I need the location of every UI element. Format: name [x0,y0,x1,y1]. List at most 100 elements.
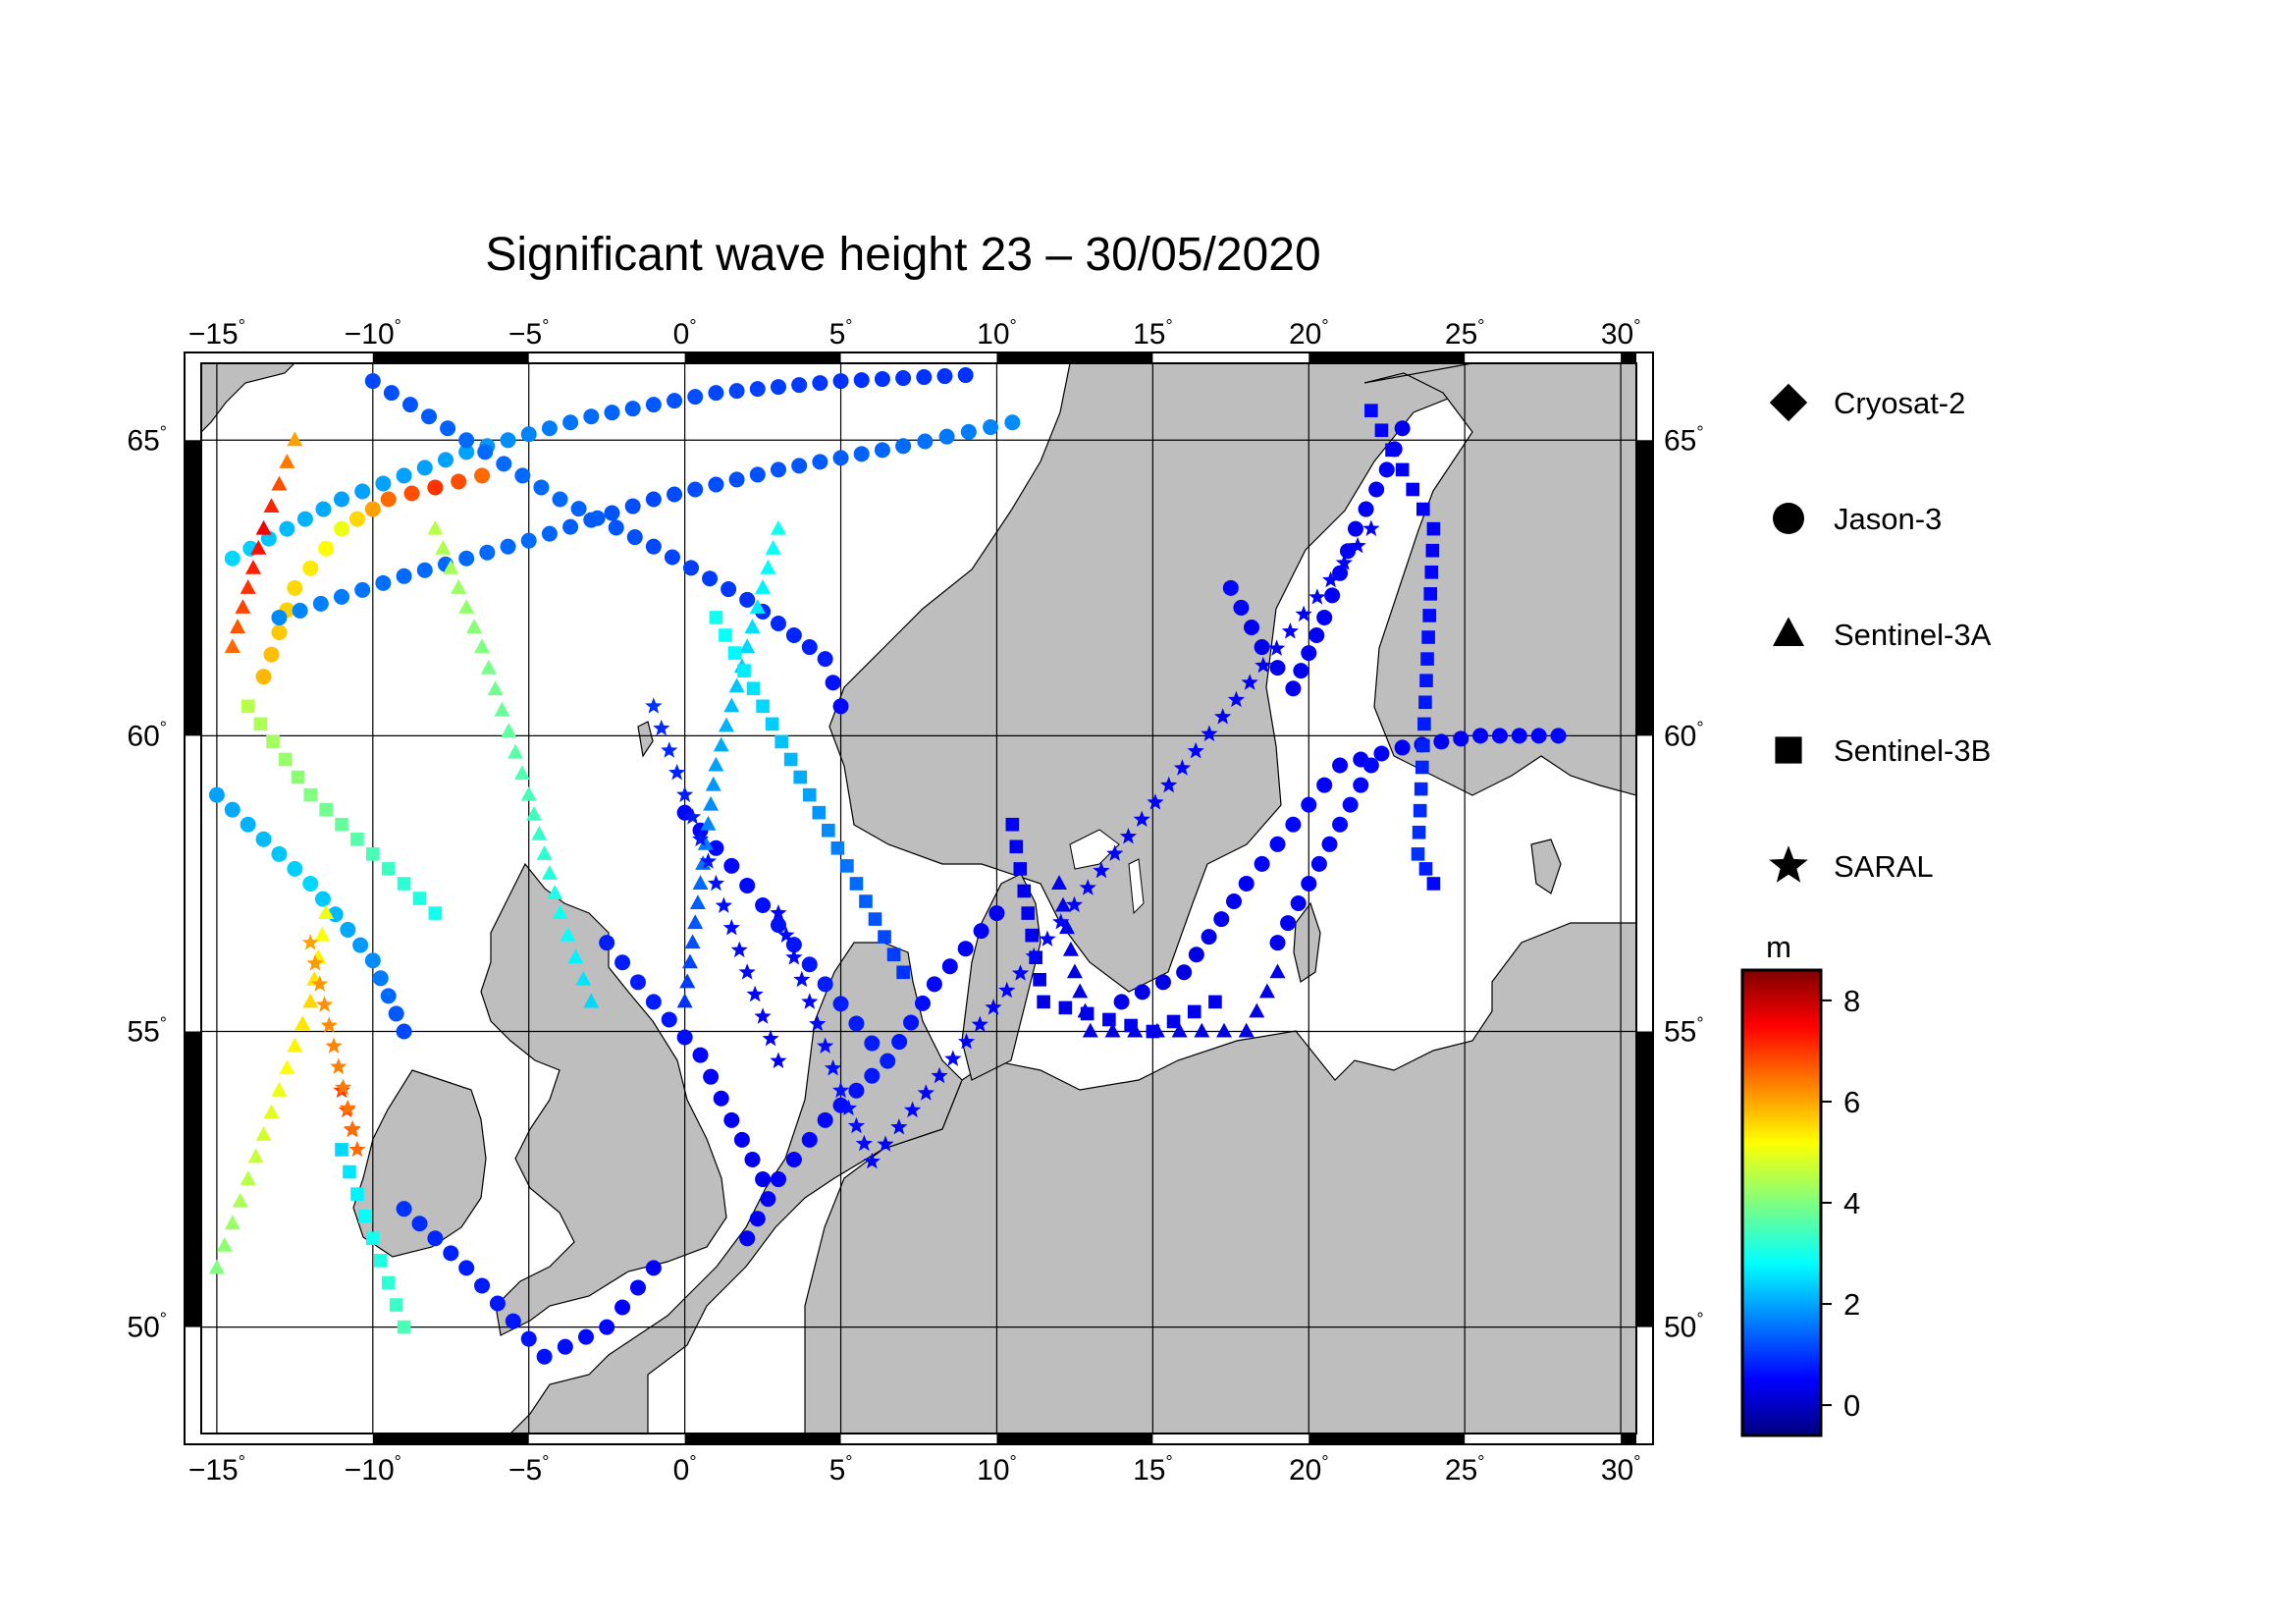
track-point [832,373,849,390]
track-point [903,1101,922,1118]
track-point [723,1111,740,1128]
track-point [1335,554,1353,570]
degree-mark: ° [1696,1310,1703,1329]
frame-band [684,1434,841,1444]
track-point [352,937,369,953]
track-point [653,719,670,736]
track-point [364,501,381,517]
track-point [1281,622,1299,639]
track-point [1065,895,1084,913]
track-point [801,639,818,656]
track-point [737,664,751,677]
track-point [458,1260,475,1276]
frame-band [1308,1434,1466,1444]
track-point [728,677,745,693]
track-point [1316,609,1333,625]
track-point [760,1191,776,1208]
track-point [938,428,955,445]
track-point [744,619,761,633]
track-point [831,1081,850,1099]
degree-mark: ° [542,1452,549,1472]
track-point [354,483,371,500]
tick-label: −10° [345,1452,401,1487]
track-point [240,699,255,714]
track-point [1418,695,1432,710]
track-point [216,1236,233,1252]
track-point [520,1330,537,1347]
tick-label: 5° [829,1452,853,1487]
tick-label: 50° [127,1310,167,1344]
frame-band [996,352,1153,363]
track-point [1187,741,1204,759]
track-point [770,1052,787,1068]
track-point [421,408,438,425]
track-point [1025,947,1042,964]
track-point [1362,757,1379,774]
track-point [1411,847,1425,861]
track-point [868,912,882,926]
track-point [302,875,319,892]
satellite-tracks [208,367,1567,1365]
track-point [1188,947,1204,963]
track-point [723,857,740,874]
track-point [1308,627,1325,644]
track-point [744,1151,761,1167]
track-point [255,831,272,847]
track-point [689,894,706,910]
legend-item-cryosat-2: Cryosat-2 [1769,383,1965,422]
legend-label: Sentinel-3B [1834,733,1991,768]
track-point [645,397,662,413]
track-point [728,471,745,488]
track-point [474,638,491,654]
track-point [427,1230,444,1247]
track-point [279,454,295,468]
track-point [1134,984,1150,1001]
track-point [1418,862,1433,876]
track-point [1025,928,1040,943]
tick-label: 60° [127,718,167,752]
track-point [891,1034,908,1051]
track-point [817,651,833,668]
track-point [832,996,849,1012]
colorbar-tick-label: 8 [1843,984,1860,1018]
track-point [719,717,735,732]
track-point [1013,862,1028,876]
track-point [520,532,537,549]
degree-mark: ° [1321,316,1328,336]
track-point [817,1037,834,1054]
track-point [749,1211,766,1227]
track-point [1054,896,1071,912]
track-point [1227,690,1246,708]
track-point [412,892,427,905]
track-point [306,954,324,971]
track-point [708,385,724,402]
degree-mark: ° [1165,1452,1172,1472]
track-point [880,1053,896,1069]
track-point [255,669,272,685]
track-point [458,444,475,460]
track-point [626,529,643,546]
land-gotland [1293,901,1321,983]
track-point [562,518,579,535]
track-point [1187,1004,1201,1019]
track-point [1113,994,1130,1010]
track-point [500,538,516,555]
degree-mark: ° [1477,316,1484,336]
track-point [271,624,288,641]
track-point [533,479,550,496]
track-point [749,381,766,398]
axis-tick-labels: −15° −15° −10° −10° −5° −5° 0° 0° 5° 5° 10° 10° 15° 1… [127,316,1703,1487]
track-point [403,485,420,502]
track-point [785,1151,802,1167]
track-point [645,994,662,1010]
track-point [719,628,732,642]
track-point [296,511,313,527]
track-point [1269,660,1286,676]
track-point [443,1245,459,1262]
track-point [973,923,989,940]
track-point [1340,543,1357,560]
degree-mark: ° [160,422,167,442]
track-point [713,1090,729,1107]
